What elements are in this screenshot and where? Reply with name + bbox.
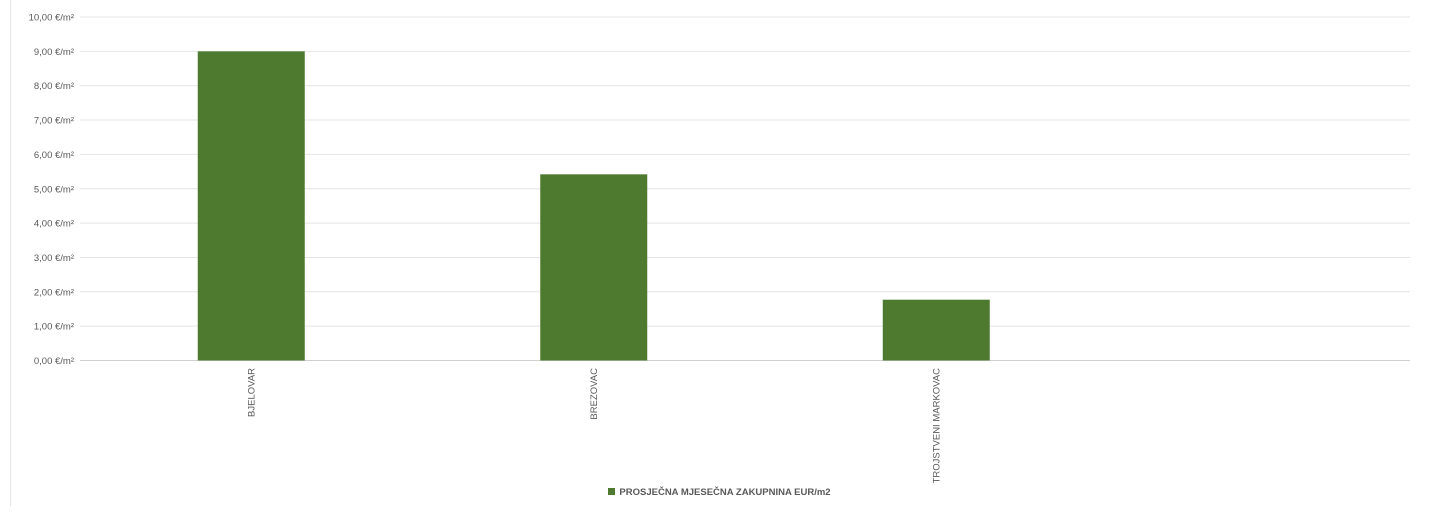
y-tick-label: 5,00 €/m²	[34, 184, 74, 195]
x-tick-label: BJELOVAR	[246, 368, 257, 417]
x-tick-label: TROJSTVENI MARKOVAC	[931, 368, 942, 484]
legend: PROSJEČNA MJESEČNA ZAKUPNINA EUR/m2	[0, 487, 1439, 498]
y-tick-label: 4,00 €/m²	[34, 219, 74, 230]
bar	[882, 299, 990, 361]
bar	[197, 51, 305, 361]
chart-border	[10, 0, 11, 506]
legend-label: PROSJEČNA MJESEČNA ZAKUPNINA EUR/m2	[619, 487, 831, 498]
legend-swatch	[608, 487, 616, 495]
y-tick-label: 10,00 €/m²	[29, 13, 74, 24]
bar	[540, 174, 648, 361]
y-tick-label: 0,00 €/m²	[34, 356, 74, 367]
y-tick-label: 2,00 €/m²	[34, 287, 74, 298]
y-tick-label: 3,00 €/m²	[34, 253, 74, 264]
y-tick-label: 9,00 €/m²	[34, 47, 74, 58]
y-tick-label: 6,00 €/m²	[34, 150, 74, 161]
x-tick-label: BREZOVAC	[589, 368, 600, 420]
y-tick-label: 8,00 €/m²	[34, 81, 74, 92]
y-tick-label: 1,00 €/m²	[34, 322, 74, 333]
y-tick-label: 7,00 €/m²	[34, 116, 74, 127]
